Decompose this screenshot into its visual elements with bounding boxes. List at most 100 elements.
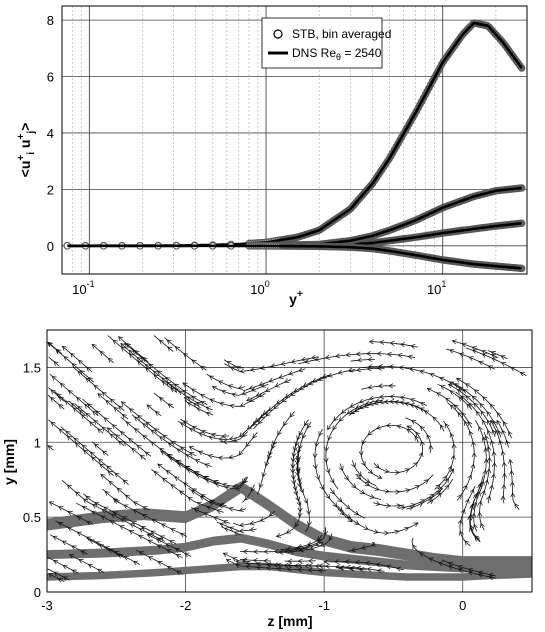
arrow-head [98,544,104,549]
arrow-head [294,441,300,447]
arrow-head [50,421,56,427]
arrow-head [120,518,126,523]
arrow-head [120,346,126,352]
arrow-head [479,402,485,408]
arrow-head [92,504,98,509]
arrow-head [162,477,168,483]
particle-track [166,381,181,394]
arrow-head [332,502,338,508]
arrow-head [80,550,86,555]
arrow-head [358,398,365,404]
arrow-head [327,435,333,441]
arrow-head [53,361,59,367]
arrow-head [290,358,296,364]
arrow-head [496,412,502,418]
arrow-head [157,561,163,566]
arrow-head [241,390,247,396]
arrow-head [158,339,165,345]
particle-track [157,463,227,507]
arrow-head [361,461,366,467]
arrow-head [329,478,335,484]
arrow-head [211,385,218,391]
arrow-head [377,383,383,389]
arrow-head [207,453,214,459]
arrow-head [335,564,341,570]
arrow-head [471,346,477,351]
arrow-head [165,543,171,548]
arrow-head [418,502,424,507]
arrow-head [209,499,216,505]
arrow-head [428,444,434,450]
arrow-head [419,407,425,413]
arrow-head [83,498,89,504]
arrow-head [312,464,318,470]
y-tick-label: 4 [47,126,54,141]
arrow-head [113,407,119,412]
arrow-head [501,461,507,467]
arrow-head [71,545,77,550]
y-tick-label: 0 [34,585,41,600]
x-tick-exponent: -1 [87,279,95,289]
arrow-head [321,373,328,379]
arrow-head [307,542,313,548]
arrow-head [297,444,303,450]
arrow-head [148,556,154,561]
particle-track [451,381,502,438]
arrow-head [393,399,399,405]
arrow-head [223,527,230,532]
arrow-head [460,508,466,515]
arrow-head [153,374,159,380]
legend-label-dns: DNS Reθ = 2540 [292,46,382,62]
arrow-head [288,548,295,554]
arrow-head [463,389,469,394]
arrow-head [159,447,165,453]
vector-plot-ticks: -3 -2 -1 0 0 0.5 1 1.5 [23,360,466,613]
arrow-head [72,407,78,413]
arrow-head [47,445,53,451]
particle-track [335,567,367,571]
arrow-head [229,526,235,532]
arrow-head [78,359,84,365]
arrow-head [80,414,87,420]
arrow-head [469,504,475,510]
arrow-head [47,341,53,347]
arrow-head [419,425,425,431]
arrow-head [228,454,234,460]
arrow-head [134,428,140,433]
arrow-head [338,416,344,422]
ensemble-band [47,562,532,581]
arrow-head [259,365,266,371]
particle-track [107,427,147,461]
arrow-head [206,505,212,511]
arrow-head [471,452,477,458]
arrow-head [255,392,261,397]
arrow-head [435,484,441,490]
particle-track [47,568,70,581]
arrow-head [394,470,400,476]
dns-line-uv [67,244,522,270]
arrow-head [65,430,71,436]
arrow-head [232,437,239,443]
arrow-head [241,558,247,564]
arrow-head [112,511,119,516]
arrow-head [238,450,244,456]
arrow-head [209,398,215,404]
arrow-head [500,355,506,360]
arrow-head [349,403,355,408]
arrow-head [491,357,497,363]
arrow-head [242,549,248,555]
arrow-head [376,568,383,574]
arrow-head [137,414,143,420]
arrow-head [290,463,296,469]
arrow-head [199,495,205,501]
arrow-head [347,517,353,523]
arrow-head [468,402,474,408]
arrow-head [399,395,405,401]
arrow-head [510,366,516,372]
arrow-head [477,500,483,506]
particle-track [188,487,247,512]
arrow-head [97,568,103,574]
arrow-head [354,520,360,525]
particle-track [250,374,330,429]
arrow-head [368,395,374,401]
